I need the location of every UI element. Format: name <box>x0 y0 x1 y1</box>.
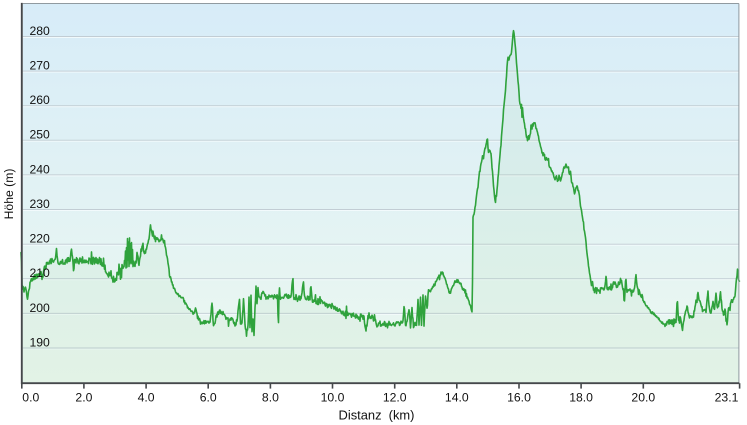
svg-text:260: 260 <box>30 93 51 107</box>
svg-text:270: 270 <box>30 59 51 73</box>
svg-text:Distanz (km): Distanz (km) <box>339 408 415 423</box>
svg-text:280: 280 <box>30 24 51 38</box>
svg-text:230: 230 <box>30 197 51 211</box>
svg-text:20.0: 20.0 <box>631 391 655 405</box>
svg-text:4.0: 4.0 <box>138 391 155 405</box>
svg-text:12.0: 12.0 <box>383 391 407 405</box>
svg-text:Höhe (m): Höhe (m) <box>2 169 16 220</box>
svg-text:2.0: 2.0 <box>75 391 92 405</box>
svg-text:18.0: 18.0 <box>569 391 593 405</box>
svg-text:200: 200 <box>30 301 51 315</box>
svg-text:14.0: 14.0 <box>445 391 469 405</box>
svg-text:250: 250 <box>30 128 51 142</box>
svg-text:16.0: 16.0 <box>507 391 531 405</box>
svg-text:23.1: 23.1 <box>715 391 739 405</box>
svg-text:0.0: 0.0 <box>22 391 39 405</box>
svg-text:210: 210 <box>30 266 51 280</box>
svg-text:190: 190 <box>30 335 51 349</box>
svg-text:240: 240 <box>30 162 51 176</box>
svg-text:10.0: 10.0 <box>321 391 345 405</box>
svg-text:220: 220 <box>30 232 51 246</box>
svg-text:6.0: 6.0 <box>200 391 217 405</box>
svg-text:8.0: 8.0 <box>262 391 279 405</box>
